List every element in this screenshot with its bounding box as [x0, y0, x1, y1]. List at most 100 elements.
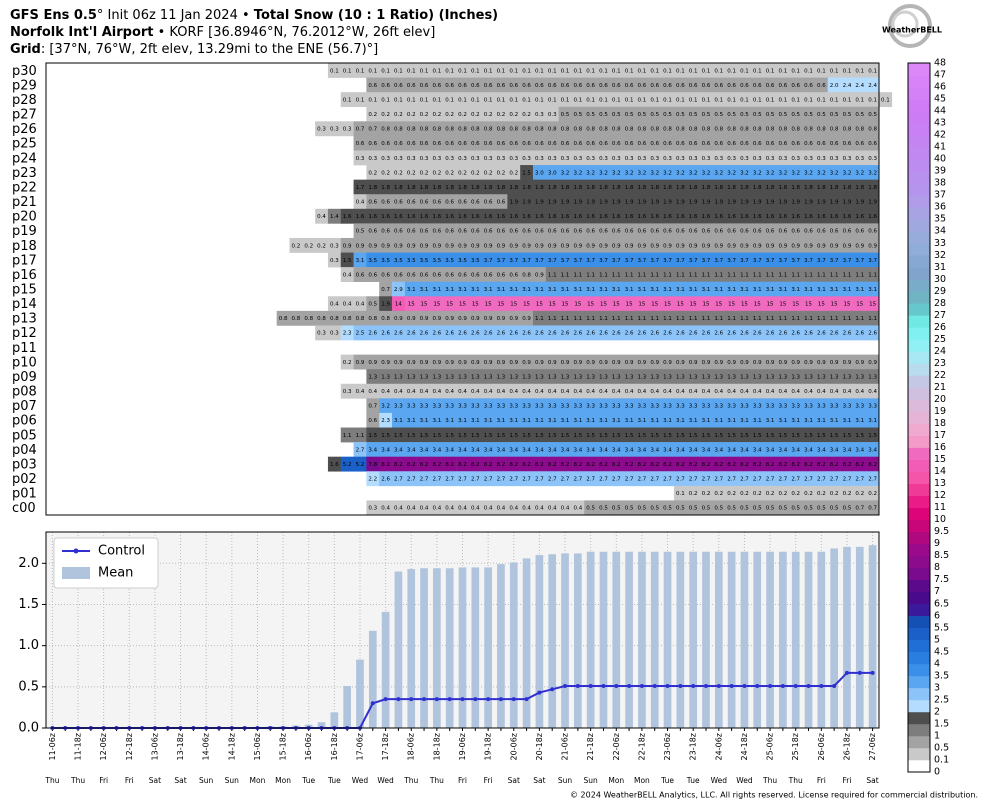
cell-label: 0.6 — [509, 83, 518, 89]
cell-label: 0.4 — [740, 389, 749, 395]
cell-label: 0.2 — [804, 491, 813, 497]
cell-label: 0.6 — [714, 141, 723, 147]
cell-label: 2.6 — [561, 331, 570, 337]
cell-label: 1.3 — [612, 374, 621, 380]
cell-label: 0.4 — [650, 389, 659, 395]
cell-label: 3.4 — [855, 447, 864, 453]
colorbar-label: 7 — [934, 586, 940, 597]
cell-label: 0.4 — [573, 389, 582, 395]
cell — [520, 194, 534, 210]
cell-label: 1.9 — [535, 200, 544, 206]
cell — [712, 237, 726, 253]
cell-label: 1.6 — [599, 214, 608, 220]
cell-label: 15 — [587, 302, 594, 308]
cell — [789, 106, 803, 122]
cell — [814, 121, 829, 137]
cell-label: 1.3 — [650, 374, 659, 380]
cell-label: 0.5 — [817, 112, 826, 118]
cell-label: 1.3 — [855, 374, 864, 380]
legend-label: Control — [98, 544, 145, 559]
cell-label: 0.4 — [471, 506, 480, 512]
cell — [494, 237, 508, 253]
cell-label: 3.1 — [779, 287, 788, 293]
cell-label: 2.7 — [407, 477, 416, 483]
mean-bar — [561, 553, 569, 728]
cell-label: 3.1 — [535, 418, 544, 424]
mean-bar — [676, 551, 685, 728]
cell-label: 0.7 — [868, 506, 877, 512]
cell — [802, 150, 816, 166]
cell-label: 1.3 — [432, 374, 441, 380]
cell-label: 0.1 — [394, 68, 403, 74]
cell-label: 0.6 — [689, 229, 698, 235]
cell-label: 3.5 — [458, 258, 467, 264]
cell-label: 8.2 — [855, 462, 864, 468]
cell — [571, 77, 585, 93]
cell-label: 0.2 — [868, 491, 877, 497]
cell-label: 1.8 — [535, 185, 544, 191]
cell-label: 0.4 — [522, 389, 531, 395]
cell-label: 2.6 — [830, 331, 839, 337]
cell — [597, 165, 611, 180]
cell — [468, 135, 483, 151]
cell-label: 2.6 — [727, 331, 736, 337]
mean-bar — [522, 558, 531, 728]
cell-label: 3.1 — [650, 287, 659, 293]
cell — [430, 92, 444, 108]
cell — [558, 267, 572, 283]
cell-label: 3.3 — [432, 404, 441, 410]
cell — [661, 121, 675, 137]
cell-label: 0.4 — [343, 272, 352, 278]
cell-label: 2.7 — [509, 477, 518, 483]
cell-label: 0.9 — [727, 360, 736, 366]
cell — [558, 223, 572, 239]
cell — [622, 237, 636, 253]
cell — [353, 92, 367, 108]
cell-label: 0.6 — [535, 83, 544, 89]
cell — [494, 121, 508, 137]
cell-label: 0.9 — [779, 360, 788, 366]
control-point — [409, 697, 414, 702]
cell-label: 0.9 — [356, 360, 365, 366]
cell — [481, 106, 495, 122]
cell-label: 0.6 — [522, 229, 531, 235]
cell-label: 0.6 — [638, 83, 647, 89]
cell-label: 15 — [613, 302, 620, 308]
day-label: Fri — [484, 776, 493, 785]
cell — [789, 92, 803, 108]
cell — [673, 121, 688, 137]
cell-label: 2.4 — [855, 83, 864, 89]
cell-label: 0.5 — [843, 506, 852, 512]
cell-label: 0.6 — [804, 229, 813, 235]
cell — [430, 267, 444, 283]
cell — [430, 252, 444, 268]
mean-bar — [702, 551, 710, 728]
cell — [584, 252, 598, 268]
cell — [597, 223, 611, 239]
cell — [456, 77, 470, 93]
cell — [353, 223, 367, 239]
colorbar-label: 6.5 — [934, 598, 949, 609]
cell — [622, 208, 636, 224]
cell-label: 0.9 — [855, 360, 864, 366]
cell-label: 1.8 — [573, 185, 582, 191]
cell-label: 3.2 — [791, 170, 800, 176]
cell — [558, 135, 572, 151]
cell — [417, 165, 431, 180]
cell — [545, 106, 559, 122]
cell — [468, 267, 483, 283]
cell-label: 15 — [664, 302, 671, 308]
colorbar-label: 15 — [934, 454, 946, 465]
cell-label: 1.3 — [548, 374, 557, 380]
cell — [443, 179, 457, 195]
cell-label: 1.9 — [714, 200, 723, 206]
cell-label: 3.1 — [625, 287, 634, 293]
cell — [750, 165, 764, 180]
cell — [366, 63, 380, 78]
cell-label: 3.2 — [855, 170, 864, 176]
cell-label: 0.3 — [740, 156, 749, 162]
cell — [571, 194, 585, 210]
cell — [366, 252, 380, 268]
cell-label: 0.8 — [638, 127, 647, 133]
cell-label: 0.6 — [445, 229, 454, 235]
